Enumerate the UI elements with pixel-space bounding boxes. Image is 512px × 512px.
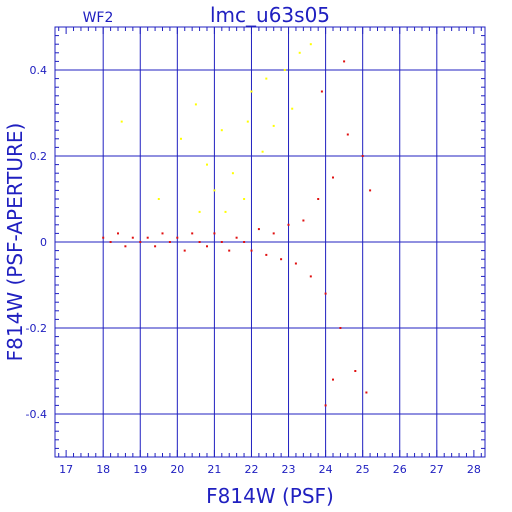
data-point-red — [146, 236, 149, 239]
x-tick-label: 19 — [133, 463, 147, 476]
y-tick-label: 0.4 — [30, 64, 48, 77]
x-tick-label: 22 — [244, 463, 258, 476]
x-tick-label: 23 — [282, 463, 296, 476]
data-point-red — [346, 133, 349, 136]
data-point-red — [154, 245, 157, 248]
data-point-yellow — [309, 43, 312, 46]
data-point-red — [354, 370, 357, 372]
data-point-red — [139, 241, 142, 243]
data-point-yellow — [224, 210, 227, 213]
data-point-yellow — [272, 124, 275, 127]
data-point-red — [191, 232, 194, 235]
x-tick-label: 18 — [96, 463, 110, 476]
data-point-yellow — [213, 189, 216, 192]
data-point-red — [213, 232, 216, 235]
data-point-red — [228, 249, 231, 252]
data-point-red — [206, 245, 208, 248]
tick-marks — [55, 26, 485, 458]
data-point-red — [183, 249, 186, 252]
data-point-red — [220, 241, 223, 243]
data-point-red — [287, 223, 290, 226]
data-point-yellow — [180, 137, 182, 140]
data-point-red — [176, 236, 179, 239]
data-point-yellow — [291, 107, 294, 110]
data-point-yellow — [120, 120, 123, 123]
data-point-yellow — [157, 198, 160, 200]
data-point-red — [272, 232, 275, 235]
data-point-yellow — [198, 210, 201, 213]
data-point-red — [332, 176, 334, 179]
data-point-red — [343, 60, 346, 63]
data-point-red — [309, 275, 312, 278]
data-point-red — [243, 241, 246, 243]
data-point-red — [102, 236, 105, 239]
data-point-red — [369, 189, 372, 192]
grid-lines — [55, 27, 485, 457]
data-point-yellow — [194, 103, 197, 106]
x-tick-label: 17 — [59, 463, 73, 476]
x-tick-label: 21 — [207, 463, 221, 476]
x-tick-label: 25 — [356, 463, 370, 476]
data-point-red — [294, 262, 297, 265]
x-tick-label: 24 — [319, 463, 333, 476]
data-point-yellow — [261, 150, 264, 153]
x-tick-label: 27 — [430, 463, 444, 476]
data-point-yellow — [231, 172, 234, 175]
y-axis-label: F814W (PSF-APERTURE) — [3, 123, 27, 362]
y-tick-label: 0.2 — [30, 150, 48, 163]
data-point-red — [161, 232, 164, 235]
data-point-yellow — [298, 51, 301, 54]
data-point-red — [324, 404, 327, 407]
data-point-red — [124, 245, 127, 248]
x-tick-label: 26 — [393, 463, 407, 476]
data-point-yellow — [220, 129, 223, 132]
data-point-red — [109, 241, 112, 243]
data-point-red — [257, 228, 260, 231]
tick-labels: 17 18 19 20 21 22 23 24 25 26 27 28 -0.4 -0.2 0 0.2 0.4 — [26, 64, 481, 476]
data-point-red — [332, 378, 334, 381]
data-point-yellow — [283, 69, 286, 71]
chart-title: lmc_u63s05 — [210, 3, 330, 27]
data-point-red — [317, 198, 320, 200]
data-point-yellow — [206, 163, 208, 166]
data-point-red — [365, 391, 368, 394]
data-point-red — [361, 155, 364, 157]
data-point-red — [265, 253, 268, 256]
data-points — [102, 43, 372, 407]
y-tick-label: 0 — [40, 236, 47, 249]
x-tick-label: 28 — [467, 463, 481, 476]
data-point-red — [320, 90, 323, 93]
x-tick-label: 20 — [170, 463, 184, 476]
data-point-yellow — [250, 90, 253, 93]
data-point-red — [198, 241, 201, 243]
y-tick-label: -0.4 — [26, 408, 47, 421]
data-point-yellow — [246, 120, 249, 123]
data-point-red — [250, 249, 253, 252]
data-point-yellow — [265, 77, 268, 80]
x-axis-label: F814W (PSF) — [206, 484, 334, 508]
chart-corner-label: WF2 — [83, 10, 114, 26]
data-point-red — [302, 219, 305, 222]
data-point-red — [280, 258, 283, 261]
data-point-red — [117, 232, 119, 235]
data-point-red — [324, 292, 327, 295]
data-point-red — [168, 241, 171, 243]
data-point-red — [339, 327, 342, 329]
y-tick-label: -0.2 — [26, 322, 47, 335]
data-point-red — [235, 236, 238, 239]
data-point-yellow — [243, 198, 246, 200]
data-point-red — [131, 236, 134, 239]
